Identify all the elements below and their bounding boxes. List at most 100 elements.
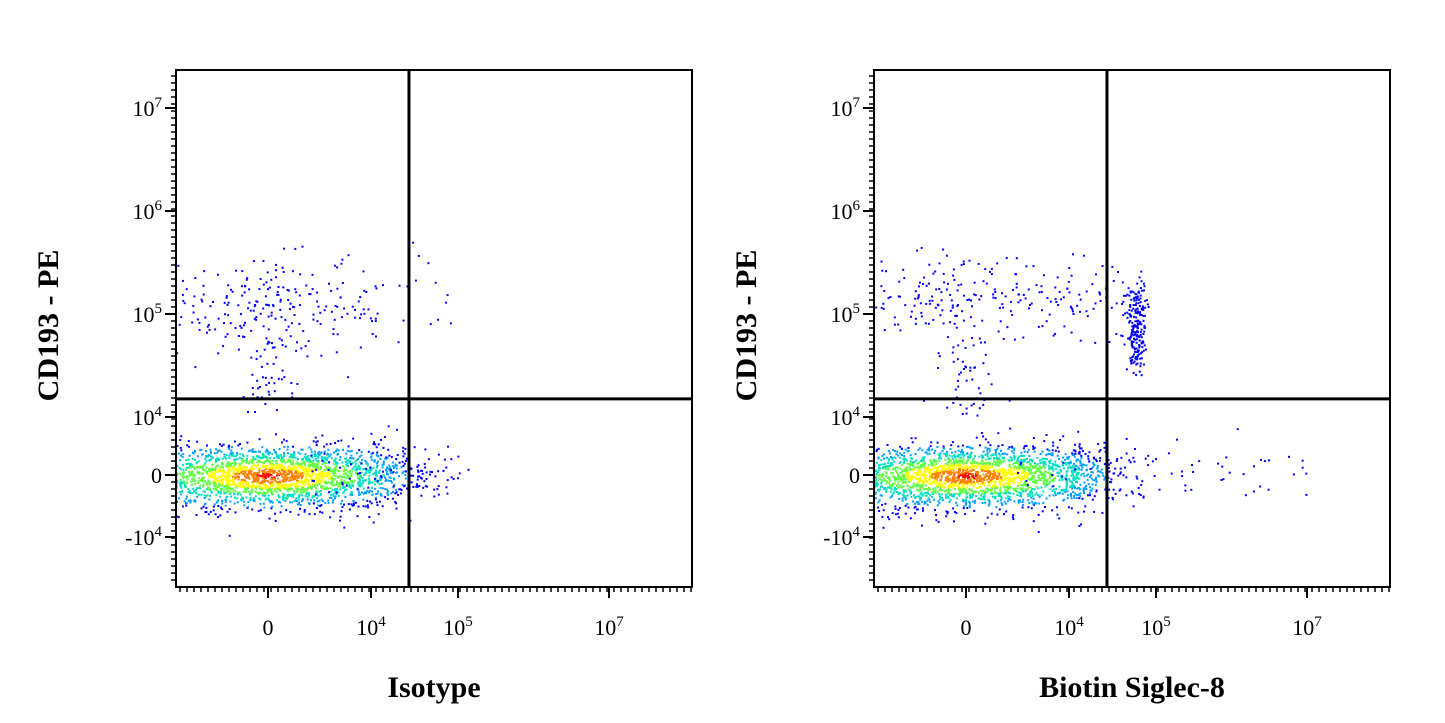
data-point <box>825 473 827 475</box>
data-point <box>1114 492 1117 495</box>
data-point <box>303 510 306 513</box>
data-point <box>404 474 407 477</box>
data-point <box>1039 462 1042 465</box>
data-point <box>436 488 439 491</box>
data-point <box>192 478 195 481</box>
data-point <box>340 316 343 319</box>
data-point <box>369 471 372 474</box>
data-point <box>241 485 244 488</box>
data-point <box>948 491 950 494</box>
data-point <box>114 488 116 490</box>
data-point <box>227 476 230 478</box>
data-point <box>1000 459 1003 462</box>
data-point <box>330 457 333 460</box>
data-point <box>908 486 911 489</box>
data-point <box>1051 509 1054 512</box>
data-point <box>207 324 210 326</box>
data-point <box>226 510 229 513</box>
data-point <box>268 341 271 344</box>
data-point <box>1109 461 1112 464</box>
data-point <box>251 481 254 483</box>
data-point <box>202 469 205 472</box>
data-point <box>311 468 313 471</box>
data-point <box>292 495 295 498</box>
data-point <box>164 464 166 466</box>
data-point <box>320 456 323 459</box>
data-point <box>963 505 966 508</box>
data-point <box>996 457 999 460</box>
data-point <box>268 470 271 473</box>
data-point <box>885 456 888 459</box>
data-point <box>179 459 182 462</box>
data-point <box>223 322 225 325</box>
data-point <box>999 475 1002 478</box>
data-point <box>323 474 326 477</box>
data-point <box>988 475 991 478</box>
data-point <box>208 467 211 470</box>
data-point <box>235 469 238 472</box>
data-point <box>376 492 379 495</box>
data-point <box>370 486 373 489</box>
data-point <box>394 489 397 492</box>
data-point <box>787 455 789 457</box>
data-point <box>221 508 224 511</box>
data-point <box>374 477 377 480</box>
data-point <box>218 468 221 471</box>
data-point <box>300 347 303 350</box>
data-point <box>237 348 240 351</box>
data-point <box>194 480 197 482</box>
data-point <box>367 506 370 509</box>
data-point <box>391 461 394 464</box>
data-point <box>405 477 407 480</box>
data-point <box>277 495 280 498</box>
data-point <box>210 471 213 474</box>
data-point <box>918 485 921 488</box>
data-point <box>301 482 304 485</box>
data-point <box>321 473 324 476</box>
data-point <box>268 304 270 307</box>
data-point <box>943 485 946 488</box>
data-point <box>968 457 971 460</box>
data-point <box>1001 461 1004 463</box>
data-point <box>314 465 317 468</box>
data-point <box>264 456 267 459</box>
data-point <box>1119 471 1122 474</box>
data-point <box>324 482 327 485</box>
data-point <box>1170 472 1173 475</box>
data-point <box>273 489 276 492</box>
data-point <box>266 470 269 473</box>
data-point <box>346 450 349 452</box>
data-point <box>271 342 273 345</box>
data-point <box>902 462 905 464</box>
data-point <box>405 470 407 473</box>
data-point <box>860 482 862 484</box>
data-point <box>207 469 210 472</box>
data-point <box>194 277 197 280</box>
data-point <box>1030 472 1033 475</box>
data-point <box>1125 452 1128 455</box>
data-point <box>268 499 271 502</box>
data-point <box>220 463 223 466</box>
data-point <box>242 324 245 327</box>
data-point <box>977 462 980 465</box>
data-point <box>842 478 844 480</box>
data-point <box>273 346 276 349</box>
data-point <box>1092 461 1095 464</box>
data-point <box>238 473 241 475</box>
data-point <box>830 487 832 489</box>
data-point <box>1000 477 1003 480</box>
data-point <box>234 511 237 514</box>
data-point <box>267 315 270 318</box>
data-point <box>998 474 1001 477</box>
data-point <box>101 459 103 461</box>
data-point <box>416 465 419 468</box>
data-point <box>250 469 253 472</box>
data-point <box>406 487 408 490</box>
data-point <box>319 481 322 484</box>
data-point <box>255 350 258 353</box>
data-point <box>1069 486 1072 488</box>
data-point <box>343 490 346 493</box>
data-point <box>264 485 267 488</box>
data-point <box>313 513 316 516</box>
